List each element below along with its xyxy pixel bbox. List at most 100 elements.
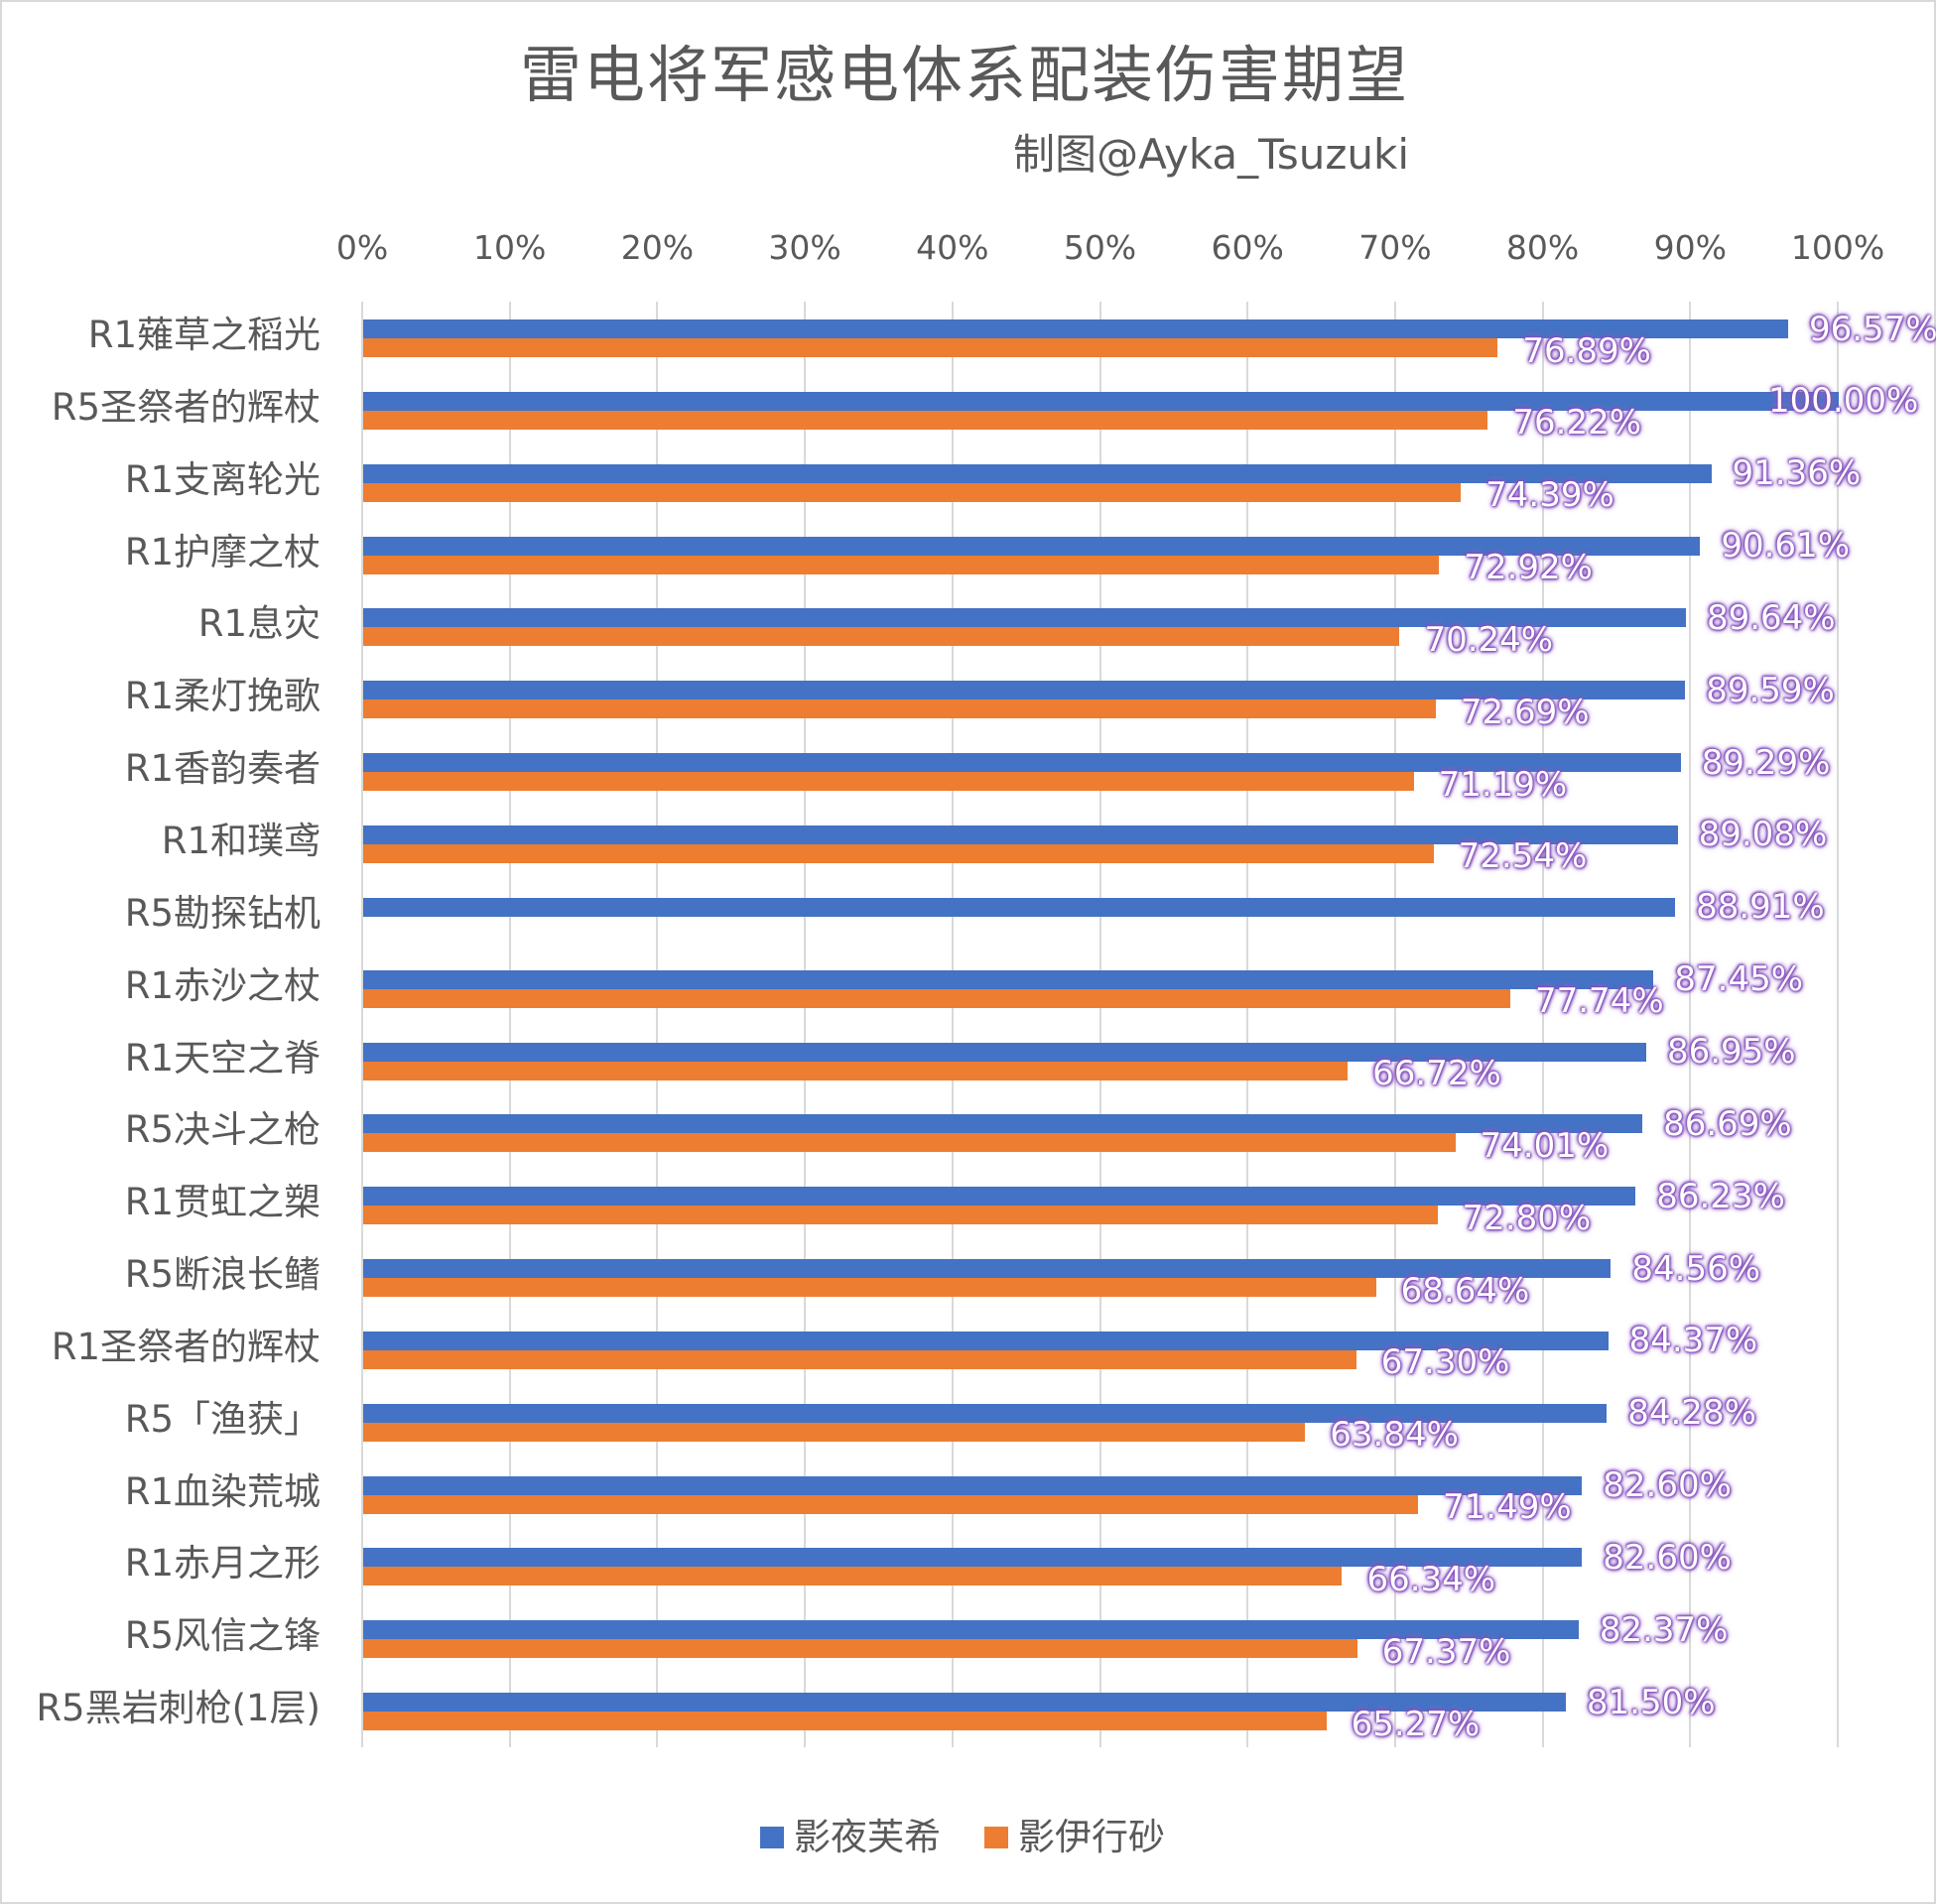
data-label: 89.08% <box>1698 815 1828 855</box>
bar-series-1[interactable] <box>363 1620 1579 1640</box>
bar-series-2[interactable] <box>363 1567 1343 1587</box>
category-label: R1支离轮光 <box>124 457 321 501</box>
bar-series-2[interactable] <box>363 1133 1456 1153</box>
data-label: 96.57% <box>1808 309 1936 349</box>
bar-series-1[interactable] <box>363 969 1654 989</box>
bar-series-1[interactable] <box>363 1475 1583 1495</box>
bar-series-2[interactable] <box>363 410 1488 430</box>
bar-series-2[interactable] <box>363 1206 1438 1225</box>
gridline <box>656 302 659 1747</box>
bar-series-1[interactable] <box>363 391 1839 411</box>
data-label: 68.64% <box>1400 1270 1530 1311</box>
bar-series-1[interactable] <box>363 681 1686 700</box>
data-label: 65.27% <box>1351 1704 1481 1744</box>
legend: 影夜芙希 影伊行砂 <box>760 1816 1209 1859</box>
data-label: 86.23% <box>1656 1176 1785 1216</box>
data-label: 66.34% <box>1366 1559 1496 1599</box>
data-label: 91.36% <box>1732 453 1862 494</box>
data-label: 72.80% <box>1462 1198 1592 1238</box>
category-label: R1血染荒城 <box>124 1469 321 1513</box>
category-label: R5「渔获」 <box>124 1397 321 1441</box>
chart-subtitle: 制图@Ayka_Tsuzuki <box>1013 130 1409 179</box>
legend-swatch-orange-icon <box>984 1827 1008 1848</box>
bar-series-2[interactable] <box>363 699 1436 719</box>
x-axis-tick-label: 0% <box>335 228 389 267</box>
gridline <box>361 302 363 1747</box>
x-axis-tick-label: 10% <box>473 228 547 267</box>
data-label: 84.37% <box>1628 1321 1758 1361</box>
category-label: R1薙草之稻光 <box>87 314 321 356</box>
bar-series-1[interactable] <box>363 897 1676 917</box>
legend-label: 影伊行砂 <box>1018 1816 1165 1858</box>
bar-series-1[interactable] <box>363 1403 1608 1423</box>
bar-series-1[interactable] <box>363 1331 1609 1350</box>
bar-series-1[interactable] <box>363 753 1681 773</box>
bar-series-1[interactable] <box>363 1548 1583 1568</box>
data-label: 84.28% <box>1627 1393 1756 1434</box>
bar-series-2[interactable] <box>363 627 1400 647</box>
bar-series-1[interactable] <box>363 608 1686 628</box>
legend-item-series-1[interactable]: 影夜芙希 <box>760 1816 941 1859</box>
x-axis-tick-label: 100% <box>1790 228 1885 267</box>
bar-series-1[interactable] <box>363 463 1712 483</box>
bar-series-1[interactable] <box>363 536 1701 556</box>
x-axis-tick-label: 80% <box>1505 228 1580 267</box>
data-label: 76.22% <box>1512 403 1642 444</box>
data-label: 90.61% <box>1721 526 1851 567</box>
category-label: R5黑岩刺枪(1层) <box>36 1687 321 1730</box>
bar-series-2[interactable] <box>363 1349 1356 1369</box>
bar-series-2[interactable] <box>363 988 1510 1008</box>
data-label: 67.30% <box>1380 1342 1510 1383</box>
bar-series-1[interactable] <box>363 319 1788 338</box>
category-label: R5断浪长鳍 <box>124 1253 321 1297</box>
data-label: 82.37% <box>1599 1609 1729 1650</box>
bar-series-2[interactable] <box>363 482 1462 502</box>
bar-series-2[interactable] <box>363 1422 1306 1442</box>
bar-series-1[interactable] <box>363 825 1678 844</box>
category-label: R1圣祭者的辉杖 <box>51 1325 321 1368</box>
x-axis-tick-label: 60% <box>1211 228 1284 267</box>
category-label: R1柔灯挽歌 <box>124 675 321 718</box>
data-label: 70.24% <box>1424 619 1554 660</box>
bar-series-1[interactable] <box>363 1042 1646 1062</box>
bar-series-2[interactable] <box>363 772 1414 792</box>
bar-series-2[interactable] <box>363 1712 1327 1731</box>
legend-item-series-2[interactable]: 影伊行砂 <box>984 1816 1165 1859</box>
data-label: 74.39% <box>1485 475 1614 516</box>
bar-series-1[interactable] <box>363 1259 1612 1279</box>
data-label: 71.19% <box>1438 764 1568 805</box>
x-axis-tick-label: 90% <box>1653 228 1727 267</box>
data-label: 89.64% <box>1706 597 1836 638</box>
bar-series-2[interactable] <box>363 843 1434 863</box>
bar-series-1[interactable] <box>363 1693 1566 1713</box>
bar-series-2[interactable] <box>363 1639 1357 1659</box>
bar-series-2[interactable] <box>363 555 1440 574</box>
bar-series-2[interactable] <box>363 1278 1376 1298</box>
category-label: R5风信之锋 <box>124 1614 321 1658</box>
bar-series-2[interactable] <box>363 338 1498 357</box>
category-label: R1赤沙之杖 <box>124 963 321 1007</box>
bar-series-2[interactable] <box>363 1061 1349 1080</box>
data-label: 76.89% <box>1522 330 1651 371</box>
data-label: 84.56% <box>1631 1248 1761 1289</box>
data-label: 86.69% <box>1663 1103 1792 1144</box>
bar-series-1[interactable] <box>363 1187 1636 1206</box>
category-label: R5勘探钻机 <box>124 891 321 935</box>
bar-series-2[interactable] <box>363 1494 1419 1514</box>
category-label: R5决斗之枪 <box>124 1108 321 1152</box>
x-axis-tick-label: 50% <box>1063 228 1137 267</box>
data-label: 89.29% <box>1701 742 1831 783</box>
data-label: 66.72% <box>1372 1054 1501 1093</box>
data-label: 71.49% <box>1443 1487 1572 1528</box>
gridline <box>1837 302 1839 1747</box>
data-label: 72.92% <box>1464 548 1593 588</box>
gridline <box>1098 302 1101 1747</box>
data-label: 63.84% <box>1330 1415 1459 1456</box>
gridline <box>804 302 807 1747</box>
legend-label: 影夜芙希 <box>794 1816 941 1858</box>
data-label: 88.91% <box>1696 887 1825 928</box>
bar-series-1[interactable] <box>363 1114 1643 1134</box>
data-label: 74.01% <box>1480 1125 1610 1166</box>
category-label: R1护摩之杖 <box>124 530 321 573</box>
